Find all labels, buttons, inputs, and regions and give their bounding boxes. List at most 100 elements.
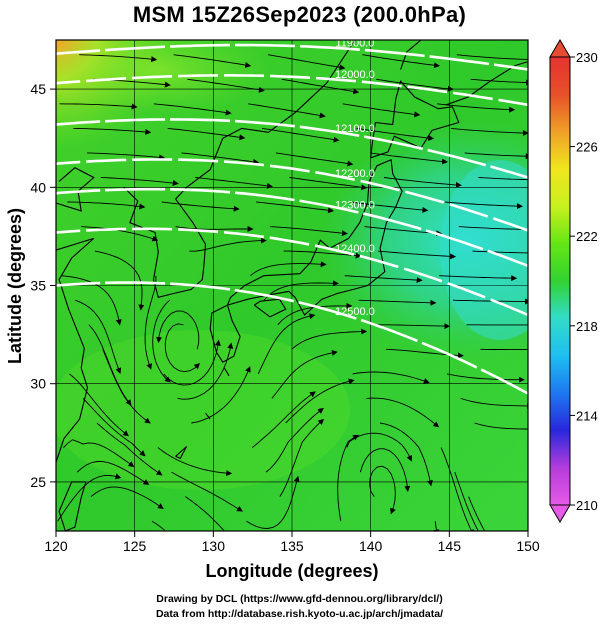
- streamline: [350, 201, 429, 213]
- x-tick-label: 135: [280, 538, 304, 554]
- streamline: [57, 473, 122, 522]
- contour-label: 12400.0: [335, 243, 375, 255]
- streamlines: [57, 54, 528, 531]
- colorbar-min-triangle: [549, 504, 571, 523]
- streamline: [263, 280, 339, 301]
- streamline: [257, 313, 316, 375]
- streamline: [358, 299, 437, 306]
- streamline: [279, 418, 325, 497]
- streamline: [73, 127, 152, 135]
- streamline: [472, 250, 528, 254]
- streamline: [189, 237, 267, 252]
- streamline: [346, 432, 412, 462]
- credit-drawing: Drawing by DCL (https://www.gfd-dennou.o…: [156, 593, 443, 605]
- streamline: [281, 78, 360, 95]
- streamline: [156, 310, 200, 350]
- streamline: [267, 54, 346, 71]
- map-title: MSM 15Z26Sep2023 (200.0hPa): [132, 2, 467, 27]
- streamline: [277, 302, 353, 326]
- x-axis-ticks: 120 125 130 135 140 145 150: [44, 531, 540, 554]
- streamline: [187, 78, 265, 93]
- streamline: [163, 339, 221, 386]
- x-tick-label: 125: [123, 538, 147, 554]
- x-tick-label: 140: [359, 538, 383, 554]
- colorbar-tick-label: 218: [576, 319, 598, 334]
- y-tick-label: 45: [30, 81, 46, 97]
- coastline-segment: [223, 367, 230, 377]
- x-tick-label: 145: [438, 538, 462, 554]
- contour-label: 12300.0: [335, 200, 375, 212]
- streamline: [352, 371, 430, 384]
- streamline: [275, 152, 354, 167]
- colorbar-scale: [549, 56, 571, 506]
- height-contour: [56, 187, 528, 268]
- streamline: [175, 225, 254, 232]
- streamline: [102, 349, 151, 424]
- streamline: [79, 54, 158, 63]
- streamline: [474, 422, 528, 430]
- streamline: [440, 447, 474, 531]
- streamline: [61, 275, 122, 326]
- streamline: [433, 521, 440, 531]
- streamline: [88, 324, 132, 406]
- streamline: [152, 299, 171, 383]
- streamline: [454, 471, 479, 531]
- streamline: [173, 54, 252, 68]
- colorbar-tick-label: 214: [576, 408, 598, 423]
- streamline: [262, 127, 340, 143]
- streamline: [271, 349, 338, 399]
- x-tick-label: 150: [516, 538, 540, 554]
- coastline-segment: [56, 237, 95, 463]
- streamline: [291, 328, 368, 350]
- streamline: [464, 152, 528, 160]
- colorbar-tick-label: 230: [576, 50, 598, 65]
- y-tick-label: 40: [30, 179, 46, 195]
- streamline: [369, 465, 396, 515]
- height-contours: 11900.0 12000.0 12100.0 12200.0 12300.0 12400…: [56, 37, 528, 395]
- streamline: [256, 201, 334, 214]
- streamline: [161, 201, 240, 212]
- coastline-segment: [205, 412, 211, 420]
- streamline: [265, 407, 324, 473]
- x-axis-label: Longitude (degrees): [205, 561, 378, 581]
- streamline: [191, 366, 251, 424]
- x-tick-label: 130: [202, 538, 226, 554]
- streamline: [252, 391, 316, 448]
- streamline: [164, 323, 201, 373]
- x-tick-label: 120: [44, 538, 68, 554]
- streamline: [450, 127, 528, 137]
- streamline: [81, 226, 159, 242]
- colorbar-max-triangle: [549, 39, 571, 58]
- streamline: [283, 250, 362, 259]
- streamline: [94, 250, 145, 311]
- streamline: [250, 261, 327, 277]
- streamline: [342, 103, 421, 118]
- y-axis-label: Latitude (degrees): [5, 208, 25, 364]
- coastline-segment: [370, 80, 460, 159]
- contour-label: 12000.0: [335, 69, 375, 81]
- streamline: [344, 275, 423, 284]
- streamline: [359, 448, 411, 492]
- streamline: [90, 486, 164, 509]
- lime-south-region: [56, 330, 350, 490]
- streamline: [96, 422, 163, 476]
- streamline: [269, 226, 348, 237]
- y-axis-ticks: 25 30 35 40 45: [30, 81, 56, 490]
- contour-label: 11900.0: [335, 37, 374, 49]
- streamline: [460, 397, 528, 409]
- lime-region: [56, 40, 270, 115]
- streamline: [444, 201, 523, 210]
- contour-label: 12500.0: [335, 306, 375, 318]
- streamline: [195, 177, 273, 189]
- streamline: [59, 103, 138, 110]
- streamline: [337, 434, 360, 522]
- streamline: [63, 439, 135, 468]
- streamline: [470, 78, 528, 86]
- colorbar: 230 226 222 218 214 210: [549, 39, 598, 523]
- streamline: [356, 127, 435, 141]
- graticule: [56, 40, 528, 531]
- streamline: [151, 520, 167, 531]
- streamline: [370, 152, 448, 165]
- colorbar-tick-label: 222: [576, 229, 598, 244]
